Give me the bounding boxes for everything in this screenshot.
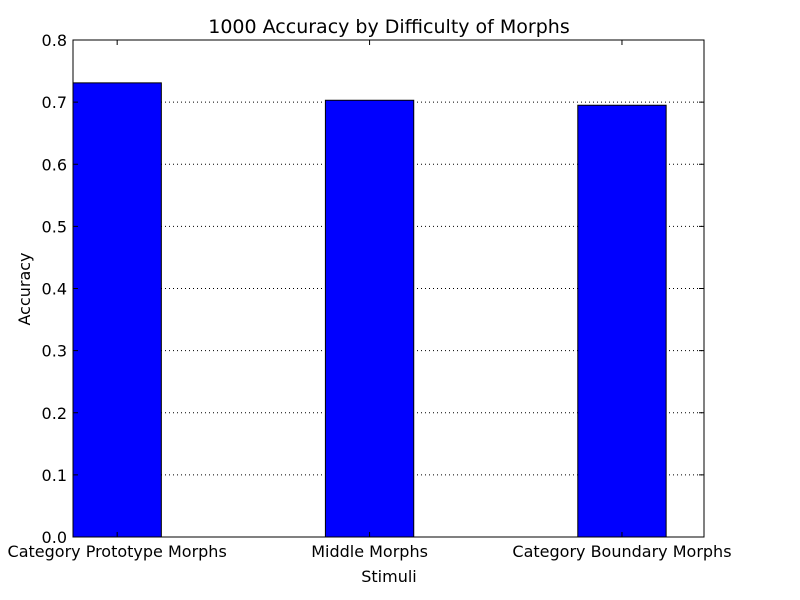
x-axis-label: Stimuli <box>361 567 417 586</box>
y-tick-label: 0.7 <box>42 93 67 112</box>
bar <box>324 99 415 538</box>
plot-frame <box>72 39 705 538</box>
y-tick-label: 0.2 <box>42 404 67 423</box>
y-tick-label: 0.8 <box>42 31 67 50</box>
y-tick-label: 0.6 <box>42 155 67 174</box>
tick-labels: 0.0 0.1 0.2 0.3 0.4 0.5 0.6 0.7 0.8 Category Prot… <box>8 31 732 561</box>
y-tick-label: 0.5 <box>42 217 67 236</box>
y-tick-label: 0.0 <box>42 528 67 547</box>
chart-title: 1000 Accuracy by Difficulty of Morphs <box>208 16 569 38</box>
y-tick-label: 0.3 <box>42 342 67 361</box>
bar <box>72 82 162 538</box>
x-tick-label: Category Prototype Morphs <box>8 542 227 561</box>
y-tick-label: 0.4 <box>42 280 67 299</box>
y-axis-label: Accuracy <box>15 252 34 325</box>
bars <box>72 82 667 538</box>
x-tick-label: Middle Morphs <box>311 542 428 561</box>
bar <box>577 104 667 538</box>
y-tick-label: 0.1 <box>42 466 67 485</box>
x-tick-label: Category Boundary Morphs <box>512 542 731 561</box>
